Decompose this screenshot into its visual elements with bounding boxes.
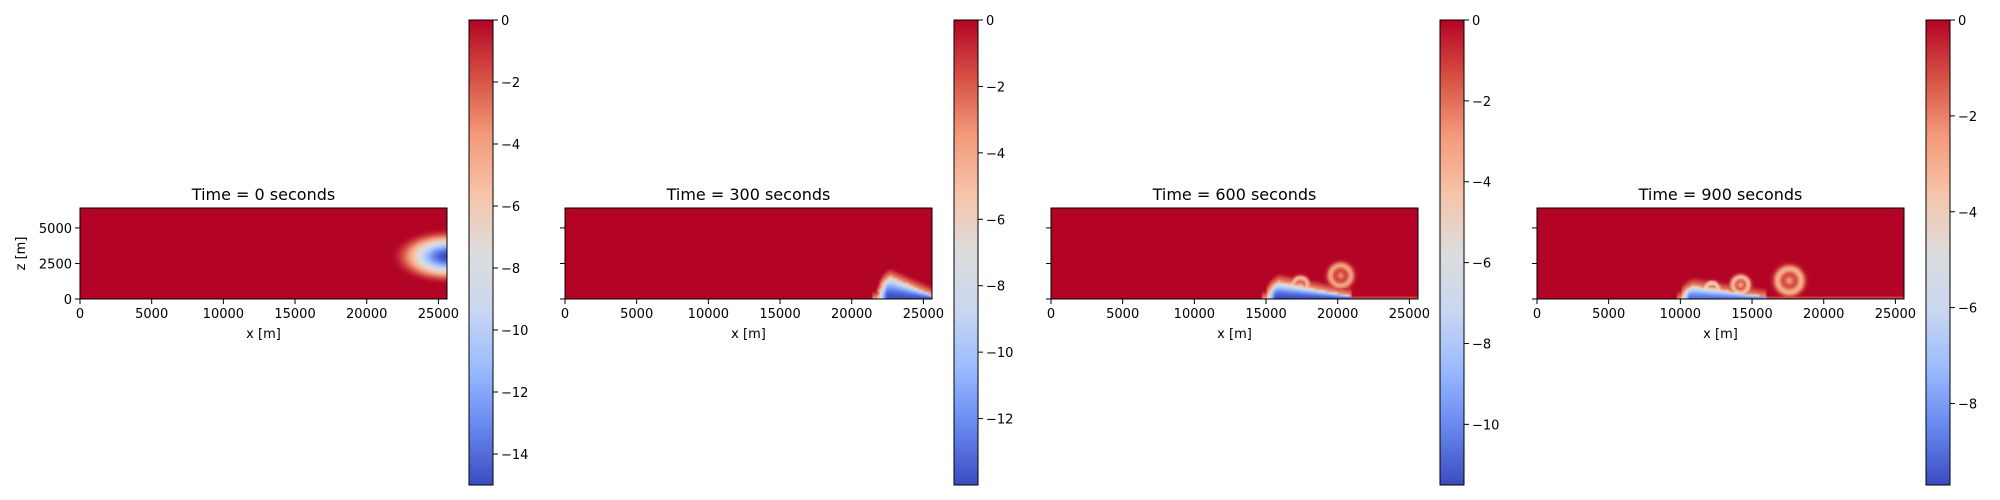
colorbar-tick-label: −4 <box>1472 176 1491 191</box>
x-axis-label: x [m] <box>731 327 766 342</box>
colorbar: 0 −2 −4 −6 −8 −10 −12 <box>953 14 1013 486</box>
colorbar-frame <box>1925 19 1951 486</box>
axes-frame <box>1536 207 1905 300</box>
plot-title: Time = 900 seconds <box>1638 185 1803 204</box>
y-tick-label: 0 <box>64 293 72 308</box>
colorbar-tick-label: −6 <box>1472 257 1491 272</box>
x-tick-label: 20000 <box>346 307 387 322</box>
x-tick-label: 5000 <box>1592 307 1625 322</box>
plot-title: Time = 0 seconds <box>191 185 335 204</box>
x-tick-label: 10000 <box>1174 307 1215 322</box>
x-axis-label: x [m] <box>1217 327 1252 342</box>
x-tick-label: 0 <box>1533 307 1541 322</box>
colorbar-tick-label: −6 <box>986 213 1005 228</box>
colorbar-tick-label: −12 <box>501 386 528 401</box>
x-tick-label: 15000 <box>1245 307 1286 322</box>
colorbar-tick-label: 0 <box>1472 14 1480 29</box>
colorbar-tick-label: −10 <box>986 346 1013 361</box>
colorbar-tick-label: 0 <box>501 14 509 29</box>
colorbar-gradient <box>954 20 978 485</box>
x-tick-label: 25000 <box>1389 307 1430 322</box>
colorbar-tick-label: −2 <box>501 76 520 91</box>
heatmap-field <box>1537 208 1904 299</box>
subplot-2: Time = 600 seconds 0 5000 10000 15000 20000 25… <box>1046 14 1499 486</box>
colorbar-tick-label: −8 <box>986 280 1005 295</box>
colorbar-tick-label: −8 <box>1958 398 1977 413</box>
colorbar-tick-label: −2 <box>1958 110 1977 125</box>
colorbar-tick-label: −12 <box>986 413 1013 428</box>
x-tick-label: 0 <box>76 307 84 322</box>
x-tick-label: 0 <box>561 307 569 322</box>
colorbar-tick-label: −10 <box>1472 418 1499 433</box>
y-tick-label: 2500 <box>39 257 72 272</box>
x-tick-label: 25000 <box>418 307 459 322</box>
x-tick-label: 0 <box>1047 307 1055 322</box>
x-tick-label: 20000 <box>1803 307 1844 322</box>
colorbar-tick-label: −10 <box>501 324 528 339</box>
heatmap-field <box>565 208 932 299</box>
colorbar-frame <box>953 19 979 486</box>
y-axis-label: z [m] <box>14 237 29 271</box>
x-tick-label: 25000 <box>903 307 944 322</box>
plot-title: Time = 600 seconds <box>1152 185 1317 204</box>
axes-frame <box>564 207 933 300</box>
colorbar-tick-label: −8 <box>1472 337 1491 352</box>
subplot-1: Time = 300 seconds 0 5000 10000 15000 20000 25… <box>560 14 1013 486</box>
colorbar-tick-label: −4 <box>986 147 1005 162</box>
x-tick-label: 15000 <box>274 307 315 322</box>
x-axis-label: x [m] <box>1703 327 1738 342</box>
colorbar-gradient <box>469 20 493 485</box>
colorbar-tick-label: 0 <box>1958 14 1966 29</box>
colorbar: 0 −2 −4 −6 −8 −10 −12 −14 <box>468 14 528 486</box>
colorbar-frame <box>468 19 494 486</box>
colorbar-tick-label: −8 <box>501 262 520 277</box>
colorbar-tick-label: −4 <box>1958 206 1977 221</box>
x-tick-label: 10000 <box>1660 307 1701 322</box>
x-tick-label: 20000 <box>831 307 872 322</box>
axes-frame <box>1050 207 1419 300</box>
colorbar: 0 −2 −4 −6 −8 <box>1925 14 1977 486</box>
y-tick-label: 5000 <box>39 222 72 237</box>
x-tick-label: 10000 <box>203 307 244 322</box>
colorbar-tick-label: −2 <box>1472 95 1491 110</box>
x-tick-label: 5000 <box>135 307 168 322</box>
colorbar-gradient <box>1926 20 1950 485</box>
axes-frame <box>79 207 448 300</box>
colorbar: 0 −2 −4 −6 −8 −10 <box>1439 14 1499 486</box>
x-tick-label: 15000 <box>1731 307 1772 322</box>
plot-title: Time = 300 seconds <box>666 185 831 204</box>
subplot-3: Time = 900 seconds 0 5000 10000 15000 20000 25… <box>1532 14 1977 486</box>
colorbar-tick-label: −14 <box>501 448 528 463</box>
x-tick-label: 25000 <box>1875 307 1916 322</box>
x-tick-label: 5000 <box>620 307 653 322</box>
colorbar-frame <box>1439 19 1465 486</box>
x-axis-label: x [m] <box>246 327 281 342</box>
colorbar-gradient <box>1440 20 1464 485</box>
colorbar-tick-label: −4 <box>501 138 520 153</box>
heatmap-field <box>80 208 447 299</box>
x-tick-label: 15000 <box>759 307 800 322</box>
colorbar-tick-label: −6 <box>1958 302 1977 317</box>
colorbar-tick-label: 0 <box>986 14 994 29</box>
heatmap-field <box>1051 208 1418 299</box>
x-tick-label: 20000 <box>1317 307 1358 322</box>
x-tick-label: 5000 <box>1106 307 1139 322</box>
subplot-0: Time = 0 seconds 0 5000 10000 15000 20000 2500… <box>14 14 528 486</box>
colorbar-tick-label: −2 <box>986 80 1005 95</box>
colorbar-tick-label: −6 <box>501 200 520 215</box>
x-tick-label: 10000 <box>688 307 729 322</box>
